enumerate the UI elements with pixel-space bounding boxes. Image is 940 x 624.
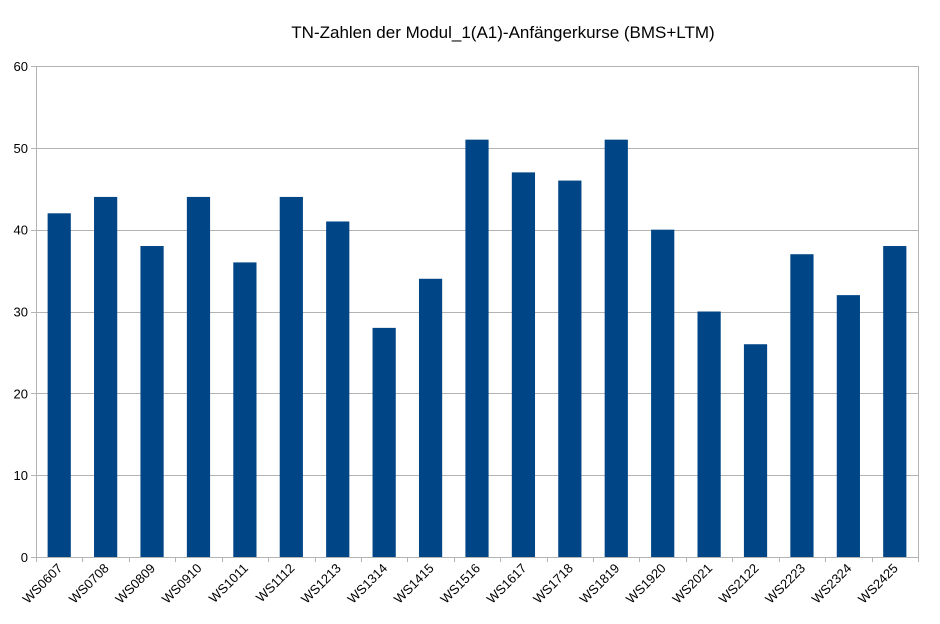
x-tick-labels: WS0607 WS0708 WS0809 WS0910 WS1011 WS1112 WS12… bbox=[19, 561, 900, 607]
chart-title: TN-Zahlen der Modul_1(A1)-Anfängerkurse … bbox=[291, 23, 714, 42]
bar-WS1011 bbox=[233, 262, 257, 557]
x-tick-label: WS0809 bbox=[112, 561, 158, 607]
bar-WS1112 bbox=[279, 196, 303, 557]
bar-WS1516 bbox=[465, 139, 489, 557]
x-tick-label: WS1617 bbox=[484, 561, 530, 607]
x-tick-label: WS2223 bbox=[762, 561, 808, 607]
bar-WS1314 bbox=[372, 327, 396, 557]
x-tick-label: WS1011 bbox=[206, 561, 251, 606]
bar-WS1213 bbox=[326, 221, 350, 558]
x-tick-label: WS1920 bbox=[623, 561, 669, 607]
x-tick-label: WS0607 bbox=[19, 561, 65, 607]
x-tick-label: WS0910 bbox=[159, 561, 205, 607]
x-tick-label: WS1314 bbox=[344, 561, 390, 607]
bar-WS2223 bbox=[790, 254, 814, 557]
bar-WS2021 bbox=[697, 311, 721, 557]
y-tick-label: 10 bbox=[14, 468, 28, 483]
y-tick-label: 20 bbox=[14, 386, 28, 401]
y-tick-label: 0 bbox=[21, 550, 28, 565]
x-tick-label: WS1819 bbox=[577, 561, 623, 607]
bar-WS1920 bbox=[651, 229, 675, 558]
y-tick-label: 50 bbox=[14, 141, 28, 156]
x-tick-label: WS0708 bbox=[66, 561, 112, 607]
bar-WS2425 bbox=[883, 246, 907, 557]
bar-WS2324 bbox=[836, 295, 860, 557]
bars bbox=[47, 139, 907, 558]
x-tick-label: WS1112 bbox=[253, 561, 298, 606]
bar-WS1718 bbox=[558, 180, 582, 557]
bar-WS1617 bbox=[511, 172, 536, 557]
x-tick-label: WS2021 bbox=[669, 561, 715, 607]
bar-WS1819 bbox=[604, 139, 628, 557]
x-tick-label: WS2122 bbox=[716, 561, 762, 607]
x-tick-label: WS1415 bbox=[391, 561, 437, 607]
y-tick-labels: 0 10 20 30 40 50 60 bbox=[14, 59, 28, 565]
x-tick-label: WS1516 bbox=[437, 561, 483, 607]
bar-WS0910 bbox=[186, 196, 211, 557]
x-tick-label: WS1718 bbox=[530, 561, 576, 607]
x-tick-label: WS2324 bbox=[809, 561, 855, 607]
bar-WS0708 bbox=[94, 196, 118, 557]
bar-WS2122 bbox=[743, 344, 768, 557]
y-tick-label: 30 bbox=[14, 305, 28, 320]
y-tick-label: 60 bbox=[14, 59, 28, 74]
x-tick-label: WS2425 bbox=[855, 561, 901, 607]
axes bbox=[31, 66, 919, 562]
x-tick-label: WS1213 bbox=[298, 561, 344, 607]
y-tick-label: 40 bbox=[14, 223, 28, 238]
bar-WS1415 bbox=[418, 278, 443, 557]
bar-WS0607 bbox=[47, 213, 71, 558]
bar-WS0809 bbox=[140, 246, 164, 557]
